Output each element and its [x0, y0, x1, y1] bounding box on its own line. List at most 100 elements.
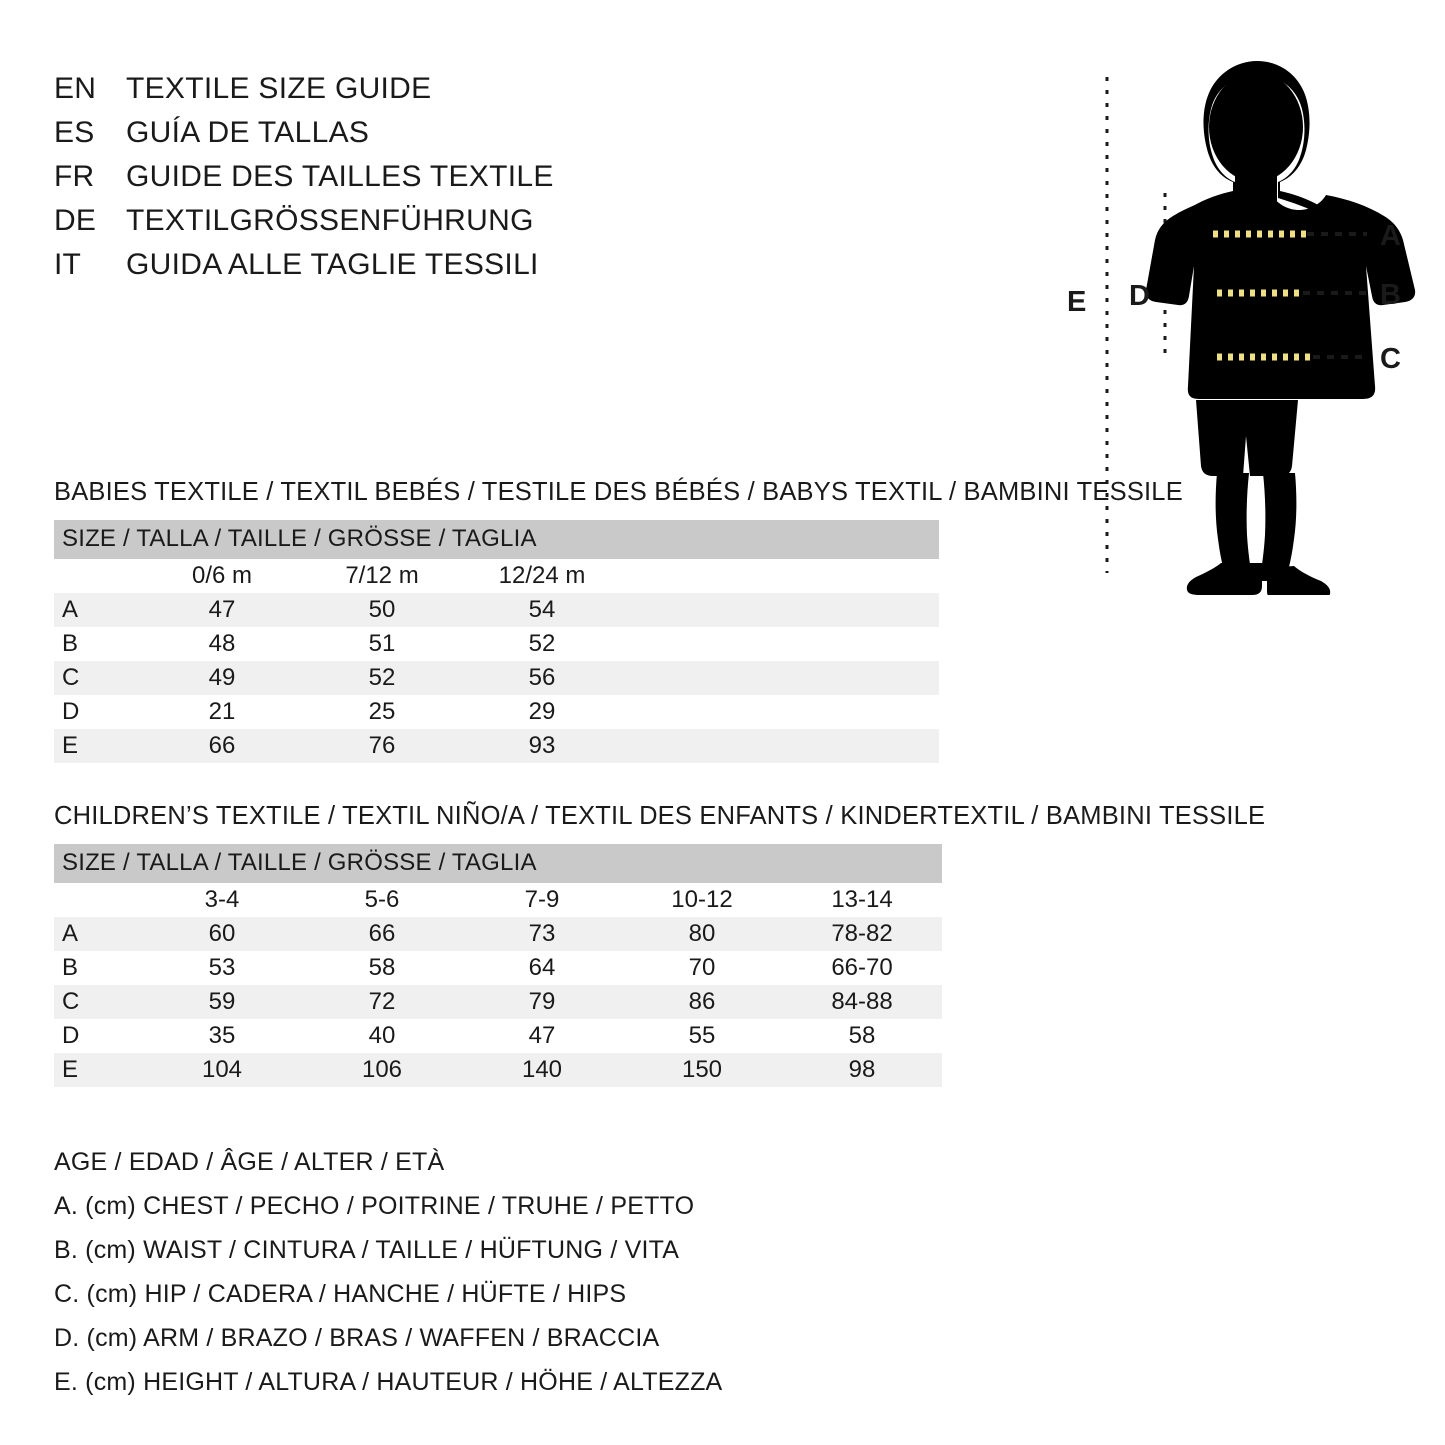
children-column-header: 5-6 [302, 883, 462, 917]
row-label: E [54, 729, 142, 763]
children-table-body: A 60 66 73 80 78-82 B 53 58 64 70 66-70 … [54, 917, 943, 1087]
table-cell: 48 [142, 627, 302, 661]
table-cell-empty [622, 593, 939, 627]
legend-line: C. (cm) HIP / CADERA / HANCHE / HÜFTE / … [54, 1280, 627, 1308]
marker-label-d: D [1129, 280, 1150, 312]
babies-textile-section: BABIES TEXTILE / TEXTIL BEBÉS / TESTILE … [54, 478, 1194, 763]
table-row: D 35 40 47 55 58 [54, 1019, 943, 1053]
table-cell: 47 [142, 593, 302, 627]
measurement-legend: AGE / EDAD / ÂGE / ALTER / ETÀ A. (cm) CH… [54, 1140, 954, 1404]
row-label: D [54, 695, 142, 729]
babies-column-header-row: 0/6 m 7/12 m 12/24 m [54, 559, 939, 593]
table-cell: 58 [782, 1019, 943, 1053]
table-row: B 53 58 64 70 66-70 [54, 951, 943, 985]
children-section-title: CHILDREN’S TEXTILE / TEXTIL NIÑO/A / TEX… [54, 802, 1266, 830]
language-title: GUIDA ALLE TAGLIE TESSILI [126, 248, 539, 281]
table-cell: 106 [302, 1053, 462, 1087]
babies-size-header-row: SIZE / TALLA / TAILLE / GRÖSSE / TAGLIA [54, 520, 939, 559]
babies-spacer-cell [622, 559, 939, 593]
babies-table-body: A 47 50 54 B 48 51 52 C 49 52 56 D [54, 593, 939, 763]
table-cell: 64 [462, 951, 622, 985]
language-code: FR [54, 160, 95, 193]
table-cell: 49 [142, 661, 302, 695]
legend-line: D. (cm) ARM / BRAZO / BRAS / WAFFEN / BR… [54, 1324, 660, 1352]
row-label: A [54, 593, 142, 627]
babies-corner-cell [54, 559, 142, 593]
legend-line: AGE / EDAD / ÂGE / ALTER / ETÀ [54, 1148, 445, 1176]
table-cell-empty [622, 695, 939, 729]
table-cell: 84-88 [782, 985, 943, 1019]
table-cell: 47 [462, 1019, 622, 1053]
children-column-header: 3-4 [142, 883, 302, 917]
table-cell: 52 [462, 627, 622, 661]
table-cell: 53 [142, 951, 302, 985]
row-label: B [54, 951, 142, 985]
table-cell: 80 [622, 917, 782, 951]
language-title: TEXTILE SIZE GUIDE [126, 72, 432, 105]
table-cell: 72 [302, 985, 462, 1019]
children-corner-cell [54, 883, 142, 917]
row-label: D [54, 1019, 142, 1053]
table-cell: 29 [462, 695, 622, 729]
table-row: A 47 50 54 [54, 593, 939, 627]
babies-column-header: 0/6 m [142, 559, 302, 593]
table-row: E 104 106 140 150 98 [54, 1053, 943, 1087]
children-size-header-row: SIZE / TALLA / TAILLE / GRÖSSE / TAGLIA [54, 844, 943, 883]
table-row: B 48 51 52 [54, 627, 939, 661]
babies-column-header: 7/12 m [302, 559, 462, 593]
babies-size-header: SIZE / TALLA / TAILLE / GRÖSSE / TAGLIA [54, 520, 939, 559]
table-cell: 21 [142, 695, 302, 729]
marker-label-c: C [1380, 343, 1401, 375]
marker-label-e: E [1067, 286, 1086, 318]
language-row-es: ES GUÍA DE TALLAS [54, 116, 674, 160]
table-cell: 40 [302, 1019, 462, 1053]
babies-column-header: 12/24 m [462, 559, 622, 593]
language-title: GUÍA DE TALLAS [126, 116, 370, 149]
table-cell: 93 [462, 729, 622, 763]
language-row-it: IT GUIDA ALLE TAGLIE TESSILI [54, 248, 674, 292]
language-title: TEXTILGRÖSSENFÜHRUNG [126, 204, 534, 237]
table-cell: 73 [462, 917, 622, 951]
table-cell: 52 [302, 661, 462, 695]
babies-size-table: SIZE / TALLA / TAILLE / GRÖSSE / TAGLIA … [54, 520, 939, 763]
language-row-en: EN TEXTILE SIZE GUIDE [54, 72, 674, 116]
table-row: D 21 25 29 [54, 695, 939, 729]
language-row-de: DE TEXTILGRÖSSENFÜHRUNG [54, 204, 674, 248]
table-cell: 78-82 [782, 917, 943, 951]
table-cell: 70 [622, 951, 782, 985]
language-code: ES [54, 116, 95, 149]
table-cell: 66-70 [782, 951, 943, 985]
table-row: C 59 72 79 86 84-88 [54, 985, 943, 1019]
children-column-header: 13-14 [782, 883, 943, 917]
table-cell: 59 [142, 985, 302, 1019]
row-label: C [54, 661, 142, 695]
table-cell-empty [622, 661, 939, 695]
table-cell: 56 [462, 661, 622, 695]
marker-label-b: B [1380, 279, 1401, 311]
language-row-fr: FR GUIDE DES TAILLES TEXTILE [54, 160, 674, 204]
legend-line: E. (cm) HEIGHT / ALTURA / HAUTEUR / HÖHE… [54, 1368, 723, 1396]
table-cell: 58 [302, 951, 462, 985]
legend-line: B. (cm) WAIST / CINTURA / TAILLE / HÜFTU… [54, 1236, 680, 1264]
children-column-header: 7-9 [462, 883, 622, 917]
table-cell-empty [622, 627, 939, 661]
table-cell: 140 [462, 1053, 622, 1087]
children-size-header: SIZE / TALLA / TAILLE / GRÖSSE / TAGLIA [54, 844, 943, 883]
children-textile-section: CHILDREN’S TEXTILE / TEXTIL NIÑO/A / TEX… [54, 802, 1266, 1087]
table-cell: 150 [622, 1053, 782, 1087]
table-cell: 55 [622, 1019, 782, 1053]
babies-section-title: BABIES TEXTILE / TEXTIL BEBÉS / TESTILE … [54, 478, 1183, 506]
language-code: IT [54, 248, 82, 281]
table-cell: 50 [302, 593, 462, 627]
child-silhouette-shape [1145, 61, 1416, 595]
table-cell: 66 [142, 729, 302, 763]
table-row: C 49 52 56 [54, 661, 939, 695]
table-cell-empty [622, 729, 939, 763]
legend-line: A. (cm) CHEST / PECHO / POITRINE / TRUHE… [54, 1192, 695, 1220]
row-label: E [54, 1053, 142, 1087]
table-row: E 66 76 93 [54, 729, 939, 763]
table-cell: 98 [782, 1053, 943, 1087]
table-cell: 79 [462, 985, 622, 1019]
language-title: GUIDE DES TAILLES TEXTILE [126, 160, 554, 193]
table-row: A 60 66 73 80 78-82 [54, 917, 943, 951]
